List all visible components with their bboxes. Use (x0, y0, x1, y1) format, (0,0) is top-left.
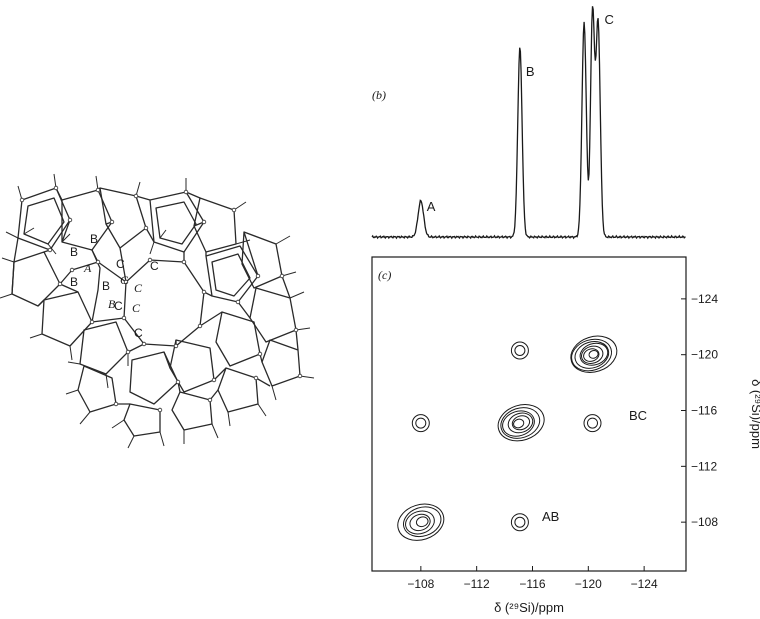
contour-level (571, 338, 613, 372)
contour-peak (411, 414, 430, 433)
contour-peak (497, 404, 545, 442)
peak-label-c: C (605, 12, 614, 27)
y-tick-label: −116 (691, 404, 717, 418)
contour-level (587, 417, 598, 429)
panel-b: (b) A B C (371, 6, 686, 240)
contour-peaks (397, 335, 618, 541)
framework-bonds (11, 187, 299, 405)
contour-level (507, 412, 534, 434)
contour-level (579, 342, 609, 366)
contour-peak (570, 335, 618, 373)
site-label: B (70, 275, 78, 289)
x-tick-label: −124 (631, 577, 658, 591)
contour-level (403, 506, 442, 538)
x-axis-ticks: −108 −112 −116 −120 −124 (407, 566, 658, 591)
y-tick-label: −120 (691, 348, 718, 362)
x-tick-label: −120 (575, 577, 602, 591)
contour-level (511, 415, 531, 431)
site-label: B (90, 232, 98, 246)
site-label: C (120, 273, 129, 287)
contour-level (510, 341, 529, 360)
spectrum-trace (371, 6, 686, 240)
panel-c: (c) −108 −112 −116 −120 −124 −108 −112 −116 −12… (371, 256, 760, 615)
site-label: C (116, 257, 125, 271)
contour-peak (397, 503, 445, 541)
contour-peak (583, 414, 602, 433)
panel-c-label: (c) (378, 268, 391, 282)
contour-peak (510, 341, 529, 360)
x-tick-label: −108 (407, 577, 434, 591)
plot-frame (371, 256, 687, 572)
site-label: B (70, 245, 78, 259)
contour-level (583, 414, 602, 433)
site-label: C (134, 281, 143, 295)
y-axis-ticks: −108 −112 −116 −120 −124 (681, 292, 718, 529)
y-axis-title: δ (²⁹Si)/ppm (749, 379, 760, 449)
site-label: C (150, 259, 159, 273)
framework-atoms (19, 185, 303, 413)
y-tick-label: −108 (691, 515, 718, 529)
contour-level (514, 345, 526, 356)
contour-level (415, 417, 427, 429)
contour-level (510, 513, 529, 532)
framework-cages (11, 187, 301, 437)
contour-level (500, 407, 541, 439)
contour-level (574, 341, 610, 369)
contour-level (588, 349, 599, 359)
contour-level (514, 516, 526, 528)
contour-level (409, 513, 431, 532)
site-label: A (83, 261, 92, 275)
contour-level (397, 503, 445, 541)
site-labels: B B B B A B C C C C C C C (70, 232, 159, 340)
y-tick-label: −112 (691, 459, 717, 473)
site-label: B (102, 279, 110, 293)
contour-level (502, 410, 535, 437)
site-label: C (134, 326, 143, 340)
peak-label-a: A (427, 199, 436, 214)
site-label: C (132, 301, 141, 315)
x-tick-label: −112 (464, 577, 490, 591)
cross-peak-label-bc: BC (629, 408, 647, 423)
x-tick-label: −116 (519, 577, 545, 591)
zeolite-framework-drawing: B B B B A B C C C C C C C (0, 173, 315, 449)
site-label: C (114, 299, 123, 313)
peak-label-b: B (526, 64, 535, 79)
contour-level (581, 345, 604, 364)
contour-level (497, 404, 545, 442)
framework-stubs (0, 173, 315, 449)
contour-peak (510, 513, 529, 532)
x-axis-title: δ (²⁹Si)/ppm (494, 600, 564, 615)
contour-level (513, 418, 525, 429)
contour-level (415, 516, 429, 528)
y-tick-label: −124 (691, 292, 718, 306)
panel-b-label: (b) (372, 88, 386, 102)
site-label: B (108, 297, 116, 311)
contour-level (570, 335, 618, 373)
contour-level (405, 510, 435, 535)
contour-level (411, 414, 430, 433)
contour-level (583, 348, 600, 362)
cross-peak-label-ab: AB (542, 509, 559, 524)
